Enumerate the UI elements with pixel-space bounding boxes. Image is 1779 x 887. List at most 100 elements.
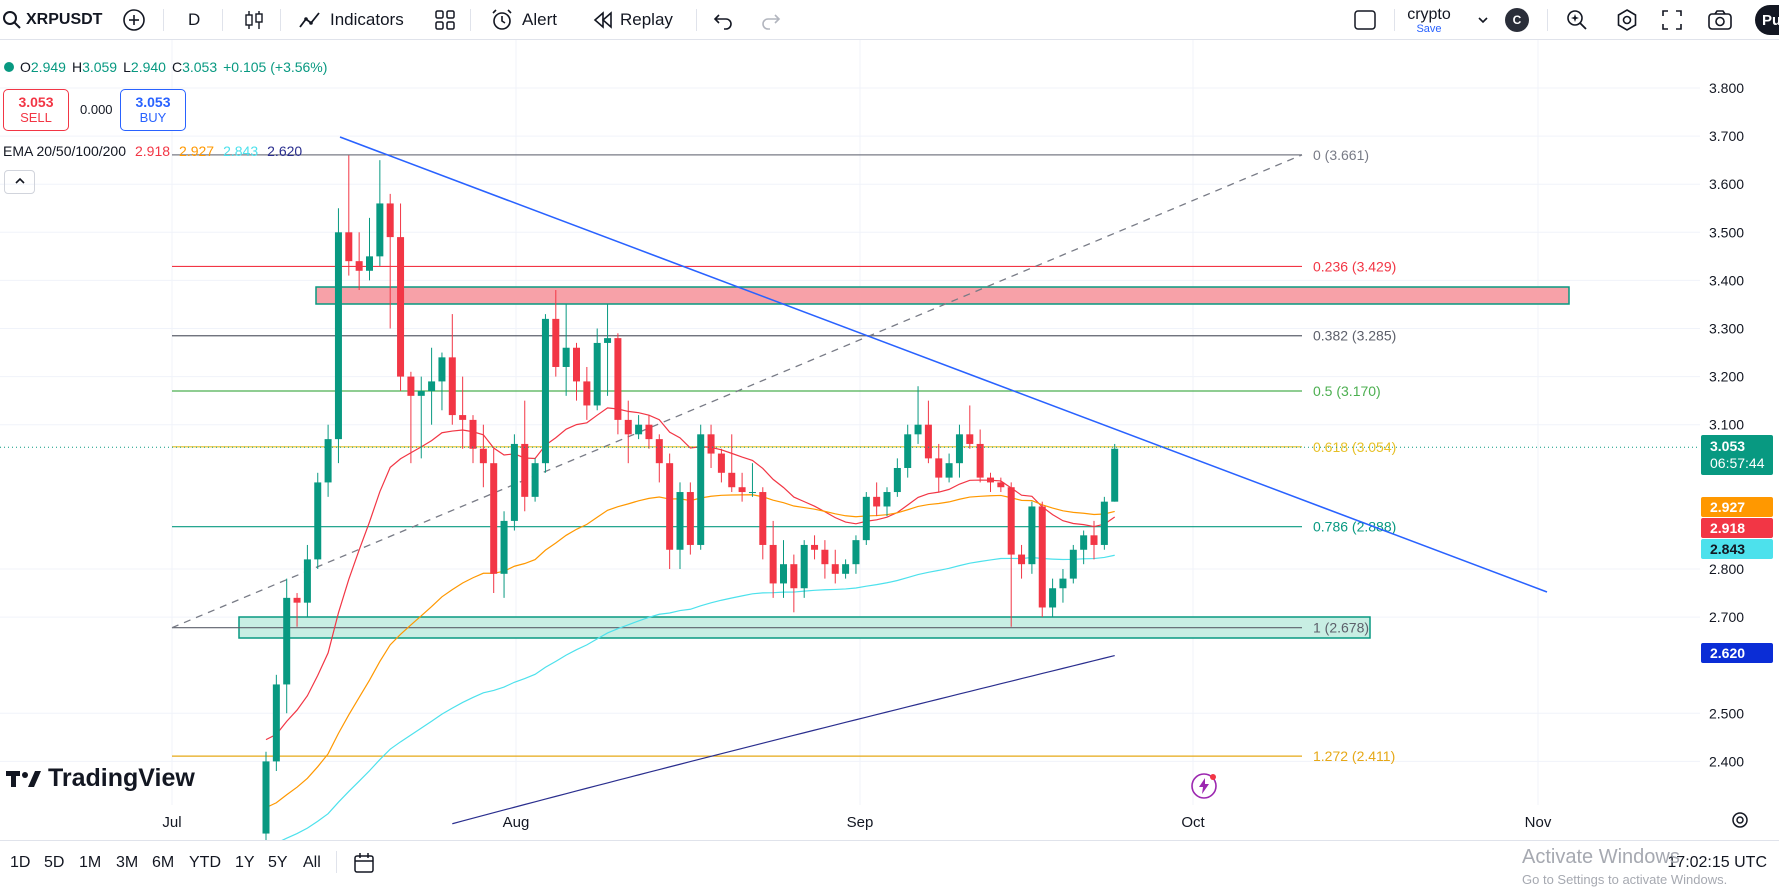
collapse-legend-button[interactable] (4, 170, 35, 194)
sell-price: 3.053 (18, 94, 54, 110)
camera-icon (1707, 8, 1733, 32)
range-1m[interactable]: 1M (79, 854, 102, 871)
lightning-icon[interactable] (1189, 771, 1219, 806)
ema20-line (265, 407, 1116, 741)
candle (500, 520, 508, 574)
candle (697, 434, 705, 545)
candle (769, 544, 777, 584)
resistance-zone (315, 286, 1570, 305)
price-tick-label: 3.400 (1709, 272, 1744, 288)
buy-price: 3.053 (135, 94, 171, 110)
candle (386, 203, 394, 238)
snapshot-button[interactable] (1707, 0, 1733, 40)
range-5y[interactable]: 5Y (268, 854, 288, 871)
time-tick-label: Jul (162, 814, 181, 831)
spread-value: 0.000 (80, 102, 113, 117)
candle (635, 424, 643, 435)
candle (821, 549, 829, 565)
range-3m[interactable]: 3M (116, 854, 139, 871)
quick-search-button[interactable] (1565, 0, 1589, 40)
undo-button[interactable] (712, 0, 734, 40)
candle (955, 434, 963, 464)
candle (438, 357, 446, 382)
price-tick-label: 3.200 (1709, 369, 1744, 385)
candle (624, 419, 632, 435)
alert-button[interactable]: Alert (490, 0, 557, 40)
ema200-value: 2.620 (267, 143, 303, 159)
axis-settings-button[interactable] (1730, 810, 1750, 835)
candle (738, 487, 746, 493)
range-all[interactable]: All (303, 854, 321, 871)
candle (935, 458, 943, 478)
sell-button[interactable]: 3.053 SELL (3, 89, 69, 131)
price-tick-label: 3.500 (1709, 224, 1744, 240)
replay-label: Replay (620, 10, 673, 29)
chart-type-button[interactable] (243, 0, 265, 40)
price-chart[interactable]: 0 (3.661) 0.236 (3.429) 0.382 (3.285) 0.5 (… (0, 40, 1779, 840)
utc-clock[interactable]: 17:02:15 UTC (1667, 854, 1767, 871)
candle (428, 381, 436, 392)
candle (314, 482, 322, 560)
layout-name-button[interactable]: crypto Save (1400, 0, 1458, 40)
candle (945, 463, 953, 478)
fullscreen-button[interactable] (1661, 0, 1683, 40)
chevron-down-icon (1476, 13, 1490, 27)
templates-button[interactable] (434, 0, 456, 40)
interval-button[interactable]: D (188, 10, 201, 29)
gear-icon (1615, 8, 1639, 32)
candle (448, 357, 456, 416)
layout-toggle-button[interactable] (1353, 0, 1377, 40)
range-ytd[interactable]: YTD (189, 854, 221, 871)
candle (976, 443, 984, 478)
candle (324, 439, 332, 483)
symbol-search[interactable]: XRPUSDT (2, 0, 102, 40)
candle (459, 415, 467, 420)
publish-button[interactable]: Pu (1755, 5, 1779, 35)
time-tick-label: Sep (847, 814, 874, 831)
buy-button[interactable]: 3.053 BUY (120, 89, 186, 131)
candle (780, 564, 787, 584)
candle (303, 559, 311, 603)
grid-icon (434, 9, 456, 31)
activate-windows-hint: Go to Settings to activate Windows. (1522, 872, 1728, 887)
settings-button[interactable] (1615, 0, 1639, 40)
fib-level-label: 0 (3.661) (1313, 147, 1369, 163)
ema100-line (281, 554, 1115, 840)
range-1y[interactable]: 1Y (235, 854, 255, 871)
candle (573, 347, 580, 382)
redo-button[interactable] (760, 0, 782, 40)
activate-windows-watermark: Activate Windows (1522, 846, 1680, 868)
fullscreen-icon (1661, 9, 1683, 31)
ema-legend[interactable]: EMA 20/50/100/200 2.918 2.927 2.843 2.62… (3, 143, 302, 159)
candle (541, 318, 549, 464)
fib-level-label: 0.618 (3.054) (1313, 439, 1396, 455)
candle (521, 443, 529, 497)
candle (583, 381, 591, 406)
candle (469, 419, 477, 449)
compare-button[interactable] (122, 0, 146, 40)
range-5d[interactable]: 5D (44, 854, 65, 871)
candle (883, 492, 891, 507)
candle (397, 237, 405, 377)
range-6m[interactable]: 6M (152, 854, 175, 871)
ema100-value: 2.843 (223, 143, 259, 159)
time-axis: Jul Aug Sep Oct Nov (162, 814, 1551, 831)
range-1d[interactable]: 1D (10, 854, 31, 871)
candle (831, 564, 839, 574)
indicators-label: Indicators (330, 10, 404, 29)
open-value: O2.949 (20, 59, 66, 75)
account-avatar[interactable]: C (1505, 0, 1529, 40)
ema50-value: 2.927 (179, 143, 215, 159)
goto-date-button[interactable] (352, 851, 376, 880)
price-tick-label: 2.800 (1709, 561, 1744, 577)
candle (479, 448, 487, 464)
candle (262, 761, 270, 834)
candle (852, 540, 860, 565)
replay-button[interactable]: Replay (592, 0, 673, 40)
plus-circle-icon (122, 8, 146, 32)
zones-layer (238, 286, 1570, 639)
layout-menu-button[interactable] (1476, 0, 1490, 40)
layout-save-status: Save (1416, 22, 1442, 35)
candle (1028, 506, 1036, 565)
indicators-button[interactable]: Indicators (298, 0, 404, 40)
